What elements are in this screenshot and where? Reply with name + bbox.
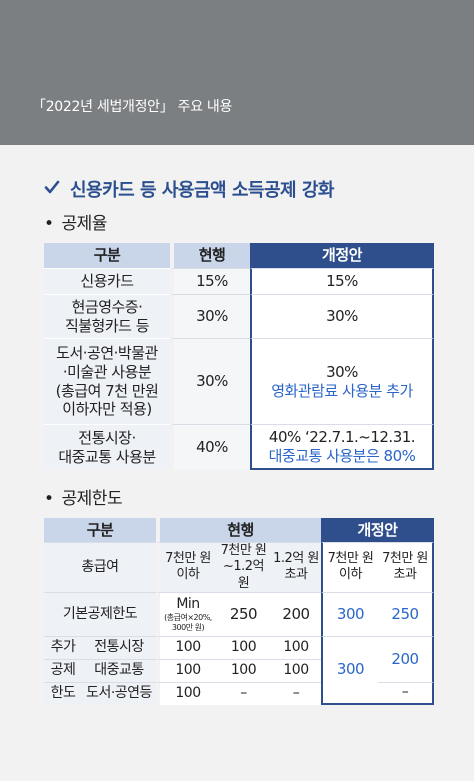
- rate-header-revised: 개정안: [250, 243, 434, 268]
- bullet-icon: •: [44, 489, 54, 509]
- limit-subtitle-text: 공제한도: [61, 489, 123, 509]
- limit-subtitle: • 공제한도: [44, 484, 123, 509]
- basic-limit-value: 200: [271, 591, 321, 636]
- limit-header-revised: 개정안: [321, 518, 434, 542]
- additional-value: 100: [271, 658, 321, 682]
- revised-bracket: 7천만 원 이하: [321, 542, 378, 592]
- rate-row-label: 신용카드: [44, 268, 170, 294]
- rate-row-revised: 15%: [250, 268, 434, 294]
- basic-limit-value: 250: [216, 591, 271, 636]
- header-title: 「2022년 세법개정안」 주요 내용: [32, 99, 233, 115]
- additional-row-label: 대중교통: [82, 658, 156, 682]
- rate-row-label: 현금영수증· 직불형카드 등: [44, 294, 170, 338]
- current-bracket: 7천만 원 ~1.2억 원: [216, 542, 271, 592]
- rate-header-category: 구분: [44, 243, 170, 268]
- basic-limit-revised: 250: [378, 591, 434, 636]
- salary-label: 총급여: [44, 542, 156, 592]
- additional-value: –: [216, 681, 271, 705]
- rate-row-label: 도서·공연·박물관 ·미술관 사용분 (총급여 7천 만원 이하자만 적용): [44, 338, 170, 424]
- section-title: 신용카드 등 사용금액 소득공제 강화: [44, 176, 334, 202]
- additional-row-label: 전통시장: [82, 635, 156, 659]
- limit-table: 구분 현행 개정안 총급여 7천만 원 이하 7천만 원 ~1.2억 원 1.2…: [44, 518, 434, 705]
- rate-row-revised-cell: 30% 영화관람료 사용분 추가: [250, 338, 434, 424]
- additional-revised-high: 200: [378, 635, 434, 682]
- header-banner: 「2022년 세법개정안」 주요 내용: [0, 0, 474, 145]
- rate-row-current: 15%: [170, 268, 250, 294]
- limit-header-current: 현행: [156, 518, 321, 542]
- rate-row-revised-note: 대중교통 사용분은 80%: [268, 446, 416, 465]
- rate-row-revised-note: 영화관람료 사용분 추가: [271, 381, 413, 400]
- rate-row-current: 30%: [170, 294, 250, 338]
- additional-value: 100: [156, 681, 216, 705]
- basic-limit-min-note: (총급여×20%, 300만 원): [164, 613, 212, 632]
- rate-subtitle-text: 공제율: [61, 214, 108, 234]
- basic-limit-label: 기본공제한도: [44, 591, 156, 636]
- additional-revised-high-bottom: –: [378, 681, 434, 705]
- rate-row-revised: 30%: [326, 362, 358, 381]
- rate-row-revised: 40% ‘22.7.1.~12.31.: [268, 427, 416, 446]
- additional-value: 100: [156, 658, 216, 682]
- rate-table: 구분 현행 개정안 신용카드 15% 15% 현금영수증· 직불형카드 등 30…: [44, 243, 434, 470]
- current-bracket: 1.2억 원 초과: [271, 542, 321, 592]
- rate-row-revised-cell: 40% ‘22.7.1.~12.31. 대중교통 사용분은 80%: [250, 424, 434, 470]
- rate-row-label: 전통시장· 대중교통 사용분: [44, 424, 170, 470]
- revised-bracket: 7천만 원 초과: [378, 542, 434, 592]
- check-icon: [44, 179, 62, 200]
- additional-label-line: 공제: [44, 658, 82, 682]
- additional-value: –: [271, 681, 321, 705]
- basic-limit-min-cell: Min (총급여×20%, 300만 원): [156, 591, 216, 636]
- additional-value: 100: [271, 635, 321, 659]
- basic-limit-revised: 300: [321, 591, 378, 636]
- basic-limit-min: Min: [176, 595, 200, 612]
- rate-row-revised: 30%: [250, 294, 434, 338]
- additional-value: 100: [216, 635, 271, 659]
- rate-header-current: 현행: [170, 243, 250, 268]
- additional-label-line: 추가: [44, 635, 82, 659]
- additional-value: 100: [156, 635, 216, 659]
- additional-value: 100: [216, 658, 271, 682]
- bullet-icon: •: [44, 214, 54, 234]
- rate-row-current: 40%: [170, 424, 250, 470]
- current-bracket: 7천만 원 이하: [156, 542, 216, 592]
- section-title-text: 신용카드 등 사용금액 소득공제 강화: [70, 180, 334, 201]
- limit-header-category: 구분: [44, 518, 156, 542]
- rate-subtitle: • 공제율: [44, 209, 107, 234]
- additional-row-label: 도서·공연등: [82, 681, 156, 705]
- rate-row-current: 30%: [170, 338, 250, 424]
- additional-revised-low: 300: [321, 635, 378, 705]
- additional-label-line: 한도: [44, 681, 82, 705]
